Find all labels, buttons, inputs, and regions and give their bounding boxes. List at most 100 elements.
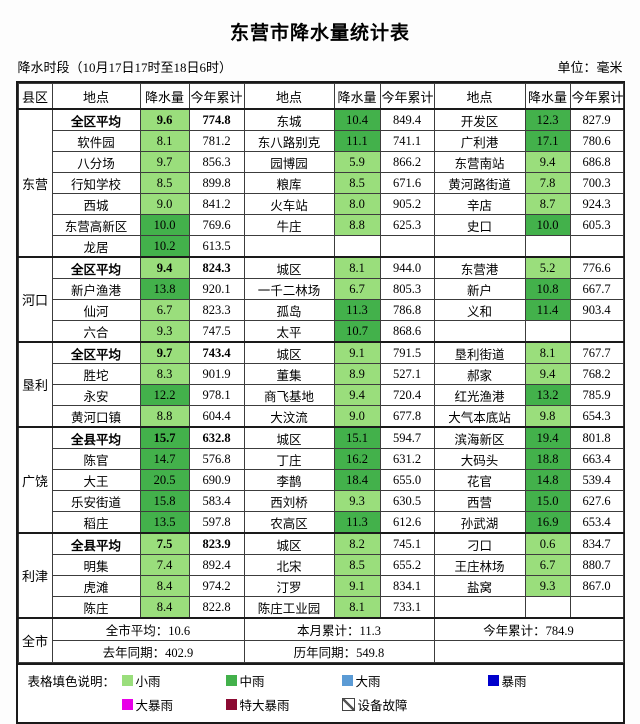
station-name-cell: 孤岛 (243, 299, 335, 321)
rainfall-value-cell: 8.3 (139, 363, 190, 385)
station-name-cell: 花官 (433, 469, 526, 491)
yearly-total-cell: 905.2 (379, 193, 435, 215)
rainfall-value-cell: 15.1 (333, 426, 381, 449)
rainfall-value-cell: 9.3 (524, 575, 571, 597)
yearly-total-cell: 834.7 (569, 532, 624, 555)
column-header: 地点 (433, 83, 526, 110)
yearly-total-cell: 823.9 (188, 532, 245, 555)
legend-item-moderate-rain: 中雨 (225, 671, 342, 690)
column-header: 地点 (243, 83, 335, 110)
yearly-total-cell: 823.3 (188, 299, 245, 321)
station-name-cell: 城区 (243, 426, 335, 449)
column-header: 县区 (17, 83, 53, 110)
rainstorm-swatch-icon (487, 675, 499, 686)
rainfall-value-cell: 11.3 (333, 299, 381, 321)
rainfall-value-cell: 8.1 (524, 341, 571, 364)
rainfall-value-cell: 16.2 (333, 448, 381, 470)
rain-period-label: 降水时段（10月17日17时至18日6时） (17, 60, 233, 75)
station-name-cell: 新户渔港 (51, 278, 141, 300)
rainfall-value-cell: 19.4 (524, 426, 571, 449)
station-name-cell: 虎滩 (51, 575, 141, 597)
yearly-total-cell: 597.8 (188, 511, 245, 534)
rainfall-value-cell: 12.3 (524, 108, 571, 131)
yearly-total-cell: 745.1 (379, 532, 435, 555)
yearly-total-cell: 747.5 (188, 320, 245, 343)
rainfall-value-cell: 17.1 (524, 130, 571, 152)
station-name-cell: 丁庄 (243, 448, 335, 470)
column-header: 降水量 (333, 83, 381, 110)
rainfall-value-cell: 15.8 (139, 490, 190, 512)
yearly-total-cell: 781.2 (188, 130, 245, 152)
yearly-total-cell: 867.0 (569, 575, 624, 597)
yearly-total-cell: 974.2 (188, 575, 245, 597)
yearly-total-cell: 774.8 (188, 108, 245, 131)
station-name-cell: 农高区 (243, 511, 335, 534)
rainfall-value-cell: 8.4 (139, 575, 190, 597)
station-name-cell: 全区平均 (51, 256, 141, 279)
station-name-cell: 全县平均 (51, 532, 141, 555)
rainfall-value-cell: 13.5 (139, 511, 190, 534)
station-name-cell: 东八路别克 (243, 130, 335, 152)
station-name-cell: 乐安街道 (51, 490, 141, 512)
yearly-total-cell: 856.3 (188, 151, 245, 173)
rainfall-value-cell: 8.9 (333, 363, 381, 385)
district-label: 东营 (17, 108, 53, 258)
rainfall-value-cell: 18.4 (333, 469, 381, 491)
legend-item-heavy-rainstorm: 大暴雨 (121, 695, 226, 714)
yearly-total-cell: 631.2 (379, 448, 435, 470)
station-name-cell: 陈庄工业园 (243, 596, 335, 619)
station-name-cell: 粮库 (243, 172, 335, 194)
rainfall-value-cell: 9.4 (524, 151, 571, 173)
station-name-cell: 东营南站 (433, 151, 526, 173)
yearly-total-cell: 627.6 (569, 490, 624, 512)
station-name-cell: 东城 (243, 108, 335, 131)
legend-item-equipment-fault: 设备故障 (341, 695, 488, 714)
station-name-cell: 滨海新区 (433, 426, 526, 449)
yearly-total-cell (569, 320, 624, 343)
station-name-cell: 城区 (243, 341, 335, 364)
summary-cell: 去年同期：402.9 (51, 640, 245, 663)
legend-item-heavy-rain: 大雨 (341, 671, 488, 690)
yearly-total-cell: 613.5 (188, 235, 245, 258)
light-rain-swatch-icon (121, 675, 133, 686)
summary-cell: 历年同期：549.8 (243, 640, 435, 663)
yearly-total-cell: 663.4 (569, 448, 624, 470)
rainfall-value-cell: 8.5 (139, 172, 190, 194)
rainfall-value-cell: 9.7 (139, 341, 190, 364)
station-name-cell (433, 320, 526, 343)
column-header: 今年累计 (188, 83, 245, 110)
column-header: 今年累计 (379, 83, 435, 110)
station-name-cell: 全县平均 (51, 426, 141, 449)
yearly-total-cell (379, 235, 435, 258)
station-name-cell: 软件园 (51, 130, 141, 152)
rainfall-value-cell: 15.7 (139, 426, 190, 449)
rainfall-value-cell: 9.3 (333, 490, 381, 512)
yearly-total-cell: 667.7 (569, 278, 624, 300)
rainfall-value-cell: 14.8 (524, 469, 571, 491)
legend-item-label: 中雨 (239, 675, 265, 689)
station-name-cell: 仙河 (51, 299, 141, 321)
station-name-cell: 一千二林场 (243, 278, 335, 300)
station-name-cell (433, 596, 526, 619)
rainfall-value-cell: 11.4 (524, 299, 571, 321)
yearly-total-cell: 632.8 (188, 426, 245, 449)
heavy-rainstorm-swatch-icon (121, 699, 133, 710)
rainfall-value-cell: 6.7 (524, 554, 571, 576)
station-name-cell: 大王 (51, 469, 141, 491)
rainfall-value-cell: 9.1 (333, 341, 381, 364)
rainfall-value-cell: 13.2 (524, 384, 571, 406)
yearly-total-cell: 805.3 (379, 278, 435, 300)
station-name-cell: 王庄林场 (433, 554, 526, 576)
station-name-cell: 西城 (51, 193, 141, 215)
station-name-cell: 史口 (433, 214, 526, 236)
yearly-total-cell: 654.3 (569, 405, 624, 428)
yearly-total-cell: 671.6 (379, 172, 435, 194)
rainfall-value-cell: 10.0 (139, 214, 190, 236)
rainfall-value-cell: 8.1 (333, 256, 381, 279)
station-name-cell: 董集 (243, 363, 335, 385)
station-name-cell: 行知学校 (51, 172, 141, 194)
district-label: 垦利 (17, 341, 53, 428)
rainfall-value-cell: 15.0 (524, 490, 571, 512)
rainfall-value-cell: 10.7 (333, 320, 381, 343)
yearly-total-cell: 741.1 (379, 130, 435, 152)
